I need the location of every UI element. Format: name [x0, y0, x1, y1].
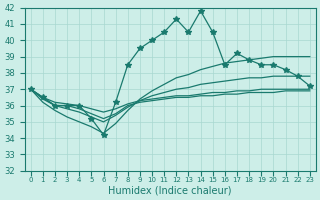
X-axis label: Humidex (Indice chaleur): Humidex (Indice chaleur) [108, 186, 232, 196]
